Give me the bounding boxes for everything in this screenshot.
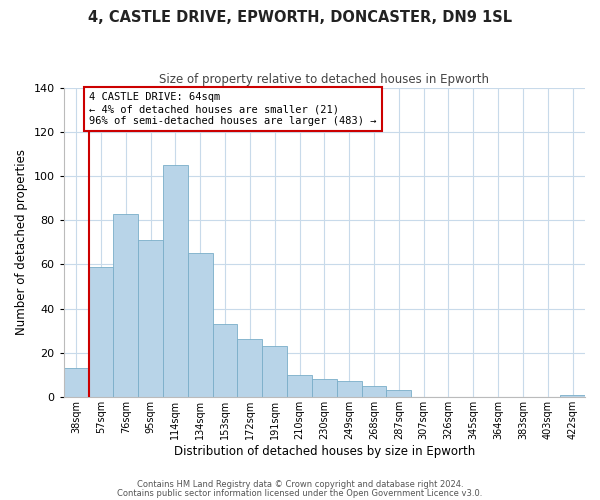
Text: 4 CASTLE DRIVE: 64sqm
← 4% of detached houses are smaller (21)
96% of semi-detac: 4 CASTLE DRIVE: 64sqm ← 4% of detached h… — [89, 92, 377, 126]
Title: Size of property relative to detached houses in Epworth: Size of property relative to detached ho… — [160, 72, 490, 86]
Bar — [89, 266, 113, 397]
Bar — [238, 340, 262, 397]
Text: Contains HM Land Registry data © Crown copyright and database right 2024.: Contains HM Land Registry data © Crown c… — [137, 480, 463, 489]
X-axis label: Distribution of detached houses by size in Epworth: Distribution of detached houses by size … — [174, 444, 475, 458]
Y-axis label: Number of detached properties: Number of detached properties — [15, 150, 28, 336]
Bar — [560, 394, 585, 397]
Bar — [212, 324, 238, 397]
Bar — [262, 346, 287, 397]
Bar — [188, 254, 212, 397]
Bar — [386, 390, 411, 397]
Bar — [163, 165, 188, 397]
Bar — [113, 214, 138, 397]
Text: Contains public sector information licensed under the Open Government Licence v3: Contains public sector information licen… — [118, 489, 482, 498]
Bar — [362, 386, 386, 397]
Bar — [64, 368, 89, 397]
Bar — [337, 382, 362, 397]
Bar — [312, 379, 337, 397]
Text: 4, CASTLE DRIVE, EPWORTH, DONCASTER, DN9 1SL: 4, CASTLE DRIVE, EPWORTH, DONCASTER, DN9… — [88, 10, 512, 25]
Bar — [287, 374, 312, 397]
Bar — [138, 240, 163, 397]
